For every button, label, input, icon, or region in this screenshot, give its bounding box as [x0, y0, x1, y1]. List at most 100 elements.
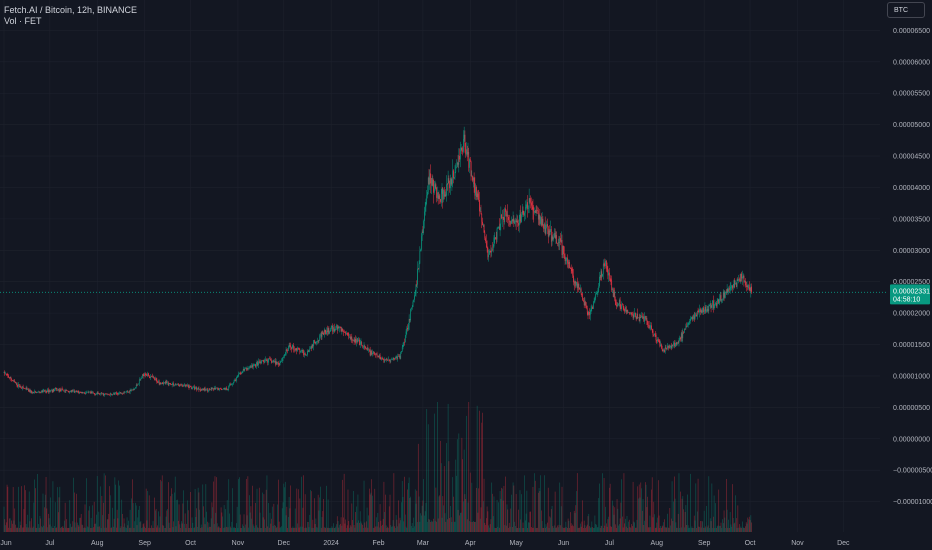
candle-body: [202, 388, 204, 390]
volume-bar: [234, 527, 236, 532]
candle-body: [219, 388, 220, 390]
candle-body: [187, 384, 188, 386]
currency-button[interactable]: BTC: [887, 2, 925, 18]
volume-bar: [554, 525, 555, 532]
volume-bar: [733, 523, 735, 532]
volume-bar: [454, 521, 456, 532]
candle-body: [480, 211, 482, 214]
volume-bar: [473, 521, 475, 532]
volume-bar: [252, 485, 253, 532]
volume-bar: [131, 498, 133, 532]
volume-bar: [157, 525, 158, 532]
volume-bar: [597, 527, 599, 532]
volume-bar: [738, 527, 739, 532]
candle-body: [53, 388, 55, 392]
candle-body: [736, 279, 738, 287]
candle-body: [662, 349, 664, 352]
candle-body: [652, 330, 654, 335]
volume-bar: [202, 484, 204, 532]
candle-body: [467, 151, 469, 155]
candle-body: [577, 283, 579, 288]
candle-body: [45, 390, 47, 392]
volume-bar: [709, 527, 710, 532]
volume-bar: [456, 475, 457, 532]
candle-body: [267, 360, 269, 363]
candle-body: [16, 382, 18, 386]
candle-body: [223, 388, 224, 390]
volume-bar: [437, 518, 439, 532]
candle-body: [204, 387, 206, 391]
candle-body: [276, 361, 278, 364]
candle-body: [403, 341, 405, 346]
candle-body: [23, 387, 25, 389]
candle-body: [221, 389, 223, 390]
volume-bar: [236, 523, 237, 532]
candle-body: [42, 390, 44, 393]
candle-body: [608, 272, 609, 276]
candle-body: [504, 208, 506, 223]
volume-bar: [144, 526, 145, 532]
volume-bar: [387, 526, 389, 532]
candle-body: [407, 327, 408, 330]
volume-bar: [589, 527, 591, 532]
candle-body: [539, 215, 541, 224]
candle-body: [272, 361, 274, 362]
volume-bar: [744, 527, 746, 532]
volume-bar: [551, 505, 553, 532]
volume-bar: [163, 525, 165, 532]
candle-body: [210, 389, 211, 391]
candle-body: [197, 388, 199, 389]
candle-body: [682, 332, 684, 339]
candle-body: [14, 380, 16, 382]
volume-bar: [535, 527, 537, 532]
symbol-title[interactable]: Fetch.AI / Bitcoin, 12h, BINANCE: [4, 5, 138, 15]
candle-body: [593, 301, 595, 303]
candle-body: [665, 347, 667, 349]
x-tick-label: Nov: [232, 540, 245, 547]
volume-bar: [196, 508, 197, 532]
candle-body: [627, 309, 629, 313]
candle-body: [429, 173, 431, 185]
candle-body: [568, 262, 570, 264]
volume-bar: [203, 506, 204, 532]
volume-bar: [599, 483, 600, 532]
candle-body: [174, 384, 175, 386]
candle-body: [729, 288, 730, 290]
volume-bar: [742, 527, 744, 532]
volume-bar: [180, 528, 181, 532]
candle-body: [496, 228, 498, 240]
candle-body: [437, 192, 439, 199]
volume-bar: [602, 473, 603, 532]
candle-body: [100, 392, 102, 394]
volume-bar: [515, 494, 517, 532]
volume-bar: [290, 485, 291, 532]
volume-bar: [56, 527, 58, 532]
candle-body: [737, 279, 739, 281]
candle-body: [421, 236, 422, 250]
volume-bar: [272, 526, 274, 532]
candle-body: [253, 364, 255, 366]
volume-bar: [375, 517, 377, 532]
volume-bar: [603, 478, 605, 532]
volume-bar: [49, 524, 51, 532]
volume-bar: [732, 517, 734, 532]
candle-body: [258, 361, 260, 363]
candle-body: [238, 373, 240, 377]
volume-bar: [695, 483, 697, 532]
candle-body: [29, 389, 31, 393]
volume-bar: [750, 515, 752, 532]
volume-bar: [399, 517, 401, 532]
candle-body: [382, 358, 383, 360]
volume-indicator-label[interactable]: Vol · FET: [4, 16, 42, 26]
volume-bar: [407, 489, 408, 532]
volume-bar: [593, 527, 594, 532]
candle-body: [161, 383, 162, 385]
volume-bar: [208, 522, 210, 532]
candle-body: [600, 271, 602, 278]
volume-bar: [77, 522, 78, 532]
candle-body: [315, 341, 317, 344]
candle-body: [210, 387, 212, 390]
y-tick-label: 0.00005500: [893, 91, 930, 98]
volume-bar: [587, 516, 589, 532]
